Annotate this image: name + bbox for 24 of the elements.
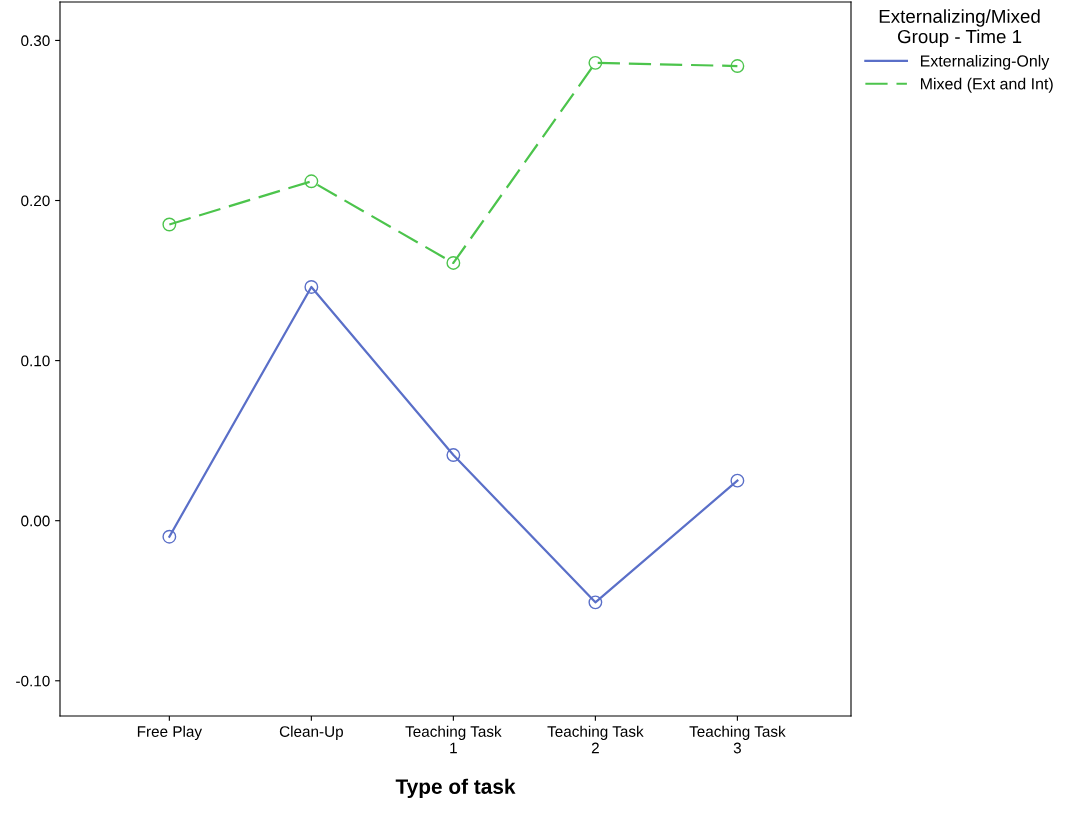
point bbox=[588, 55, 603, 70]
point bbox=[304, 280, 319, 294]
y-tick-label: 0.00 bbox=[21, 515, 50, 527]
x-tick-label: Clean-Up bbox=[279, 725, 343, 740]
legend-title: Externalizing/Mixed Group - Time 1 bbox=[879, 9, 1040, 47]
x-tick-label: Teaching Task 2 bbox=[547, 725, 644, 754]
legend-label: Mixed (Ext and Int) bbox=[920, 77, 1053, 93]
point bbox=[446, 256, 461, 270]
point bbox=[446, 448, 461, 462]
x-tick-label: Free Play bbox=[137, 725, 203, 740]
point bbox=[304, 174, 319, 189]
y-tick-label: 0.20 bbox=[21, 195, 50, 207]
y-tick-label: -0.10 bbox=[16, 675, 50, 687]
point bbox=[162, 217, 177, 232]
point bbox=[730, 473, 745, 488]
point bbox=[588, 595, 603, 610]
x-tick-label: Teaching Task 3 bbox=[689, 725, 786, 754]
y-tick-label: 0.30 bbox=[21, 35, 50, 47]
x-tick-label: Teaching Task 1 bbox=[405, 725, 502, 754]
y-tick-label: 0.10 bbox=[21, 355, 50, 367]
point bbox=[730, 59, 745, 73]
point bbox=[162, 529, 177, 544]
legend-label: Externalizing-Only bbox=[920, 54, 1050, 70]
x-axis-title: Type of task bbox=[395, 778, 516, 799]
